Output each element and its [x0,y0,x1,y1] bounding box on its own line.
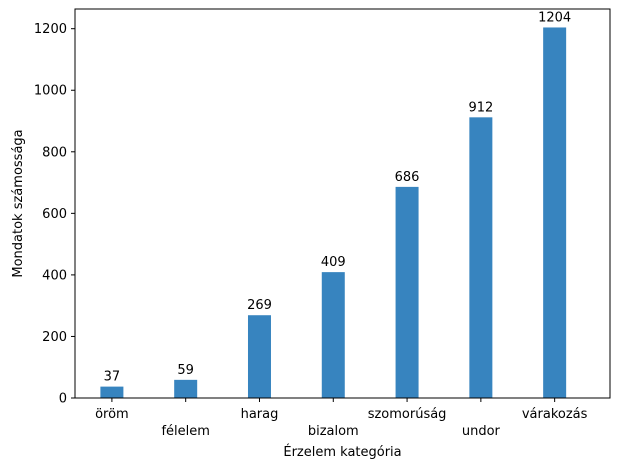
x-tick-label-4: szomorúság [368,407,447,422]
plot-frame [74,8,611,399]
y-tick-label-4: 800 [42,145,67,160]
bar-2 [247,315,271,398]
data-labels-group: 37 59 269 409 686 912 1204 [104,10,572,384]
data-label-5: 912 [468,100,493,115]
x-axis-ticks: öröm félelem harag bizalom szomorúság undor vá… [95,398,588,439]
bar-3 [321,272,345,398]
bar-5 [469,117,493,399]
x-tick-label-1: félelem [161,424,209,439]
y-tick-label-1: 200 [42,330,67,345]
x-tick-label-3: bizalom [308,424,359,439]
bars-group [100,27,567,399]
y-tick-label-3: 600 [42,207,67,222]
data-label-0: 37 [104,370,121,385]
bar-1 [174,379,198,398]
y-tick-label-5: 1000 [34,84,67,99]
x-tick-label-5: undor [462,424,501,439]
y-tick-label-6: 1200 [34,22,67,37]
x-tick-label-0: öröm [95,407,129,422]
data-label-2: 269 [247,298,272,313]
data-label-4: 686 [395,170,420,185]
x-tick-label-2: harag [241,407,279,422]
y-axis-label: Mondatok számossága [11,129,26,277]
data-label-6: 1204 [538,10,571,25]
y-tick-label-0: 0 [59,392,67,407]
x-axis-label: Érzelem kategória [283,444,401,460]
y-axis-ticks: 0 200 400 600 800 1000 1200 [34,22,75,407]
data-label-1: 59 [177,363,194,378]
bar-0 [100,386,124,398]
bar-4 [395,186,419,398]
x-tick-label-6: várakozás [522,407,588,422]
bar-6 [543,27,567,399]
y-tick-label-2: 400 [42,268,67,283]
data-label-3: 409 [321,255,346,270]
